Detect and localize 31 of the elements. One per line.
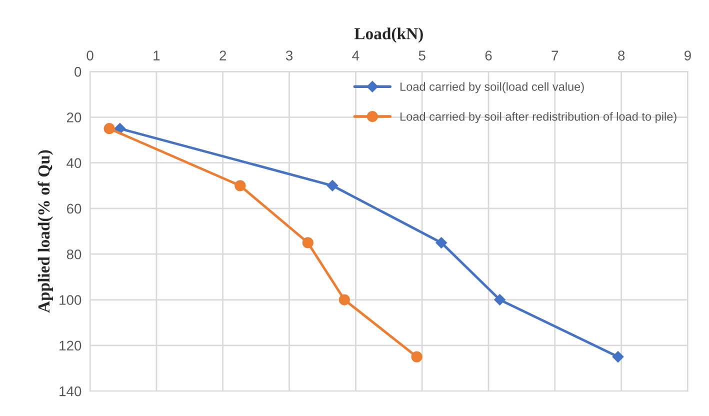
x-tick-label: 4 [352, 50, 360, 60]
point [234, 180, 246, 192]
y-tick-label: 0 [74, 66, 82, 77]
y-tick-label: 120 [60, 340, 82, 351]
point [338, 294, 350, 306]
y-tick-label: 80 [66, 249, 82, 260]
x-tick-label: 0 [86, 50, 94, 60]
point [411, 351, 422, 362]
point [104, 123, 115, 134]
y-tick-label: 20 [66, 112, 82, 122]
y-axis-title: Applied load(% of Qu) [38, 150, 53, 313]
legend-label: Load carried by soil(load cell value) [400, 82, 584, 94]
x-tick-label: 7 [552, 50, 558, 60]
x-tick-label: 8 [618, 50, 625, 60]
point [494, 294, 506, 306]
x-tick-label: 3 [286, 50, 293, 60]
x-tick-label: 1 [154, 50, 160, 60]
x-tick-label: 5 [418, 50, 426, 60]
y-tick-label: 40 [66, 158, 82, 168]
point [302, 237, 314, 248]
x-axis-title: Load(kN) [354, 28, 423, 43]
x-tick-label: 2 [220, 50, 226, 60]
y-tick-label: 140 [60, 386, 82, 396]
point [436, 237, 447, 248]
legend-label: Load carried by soil after redistribution of load to pile) [400, 112, 676, 124]
point [326, 180, 338, 192]
x-tick-label: 6 [485, 50, 492, 60]
x-tick-label: 9 [684, 50, 691, 60]
y-tick-label: 100 [60, 295, 82, 305]
point [612, 351, 624, 362]
y-tick-label: 60 [66, 204, 82, 214]
